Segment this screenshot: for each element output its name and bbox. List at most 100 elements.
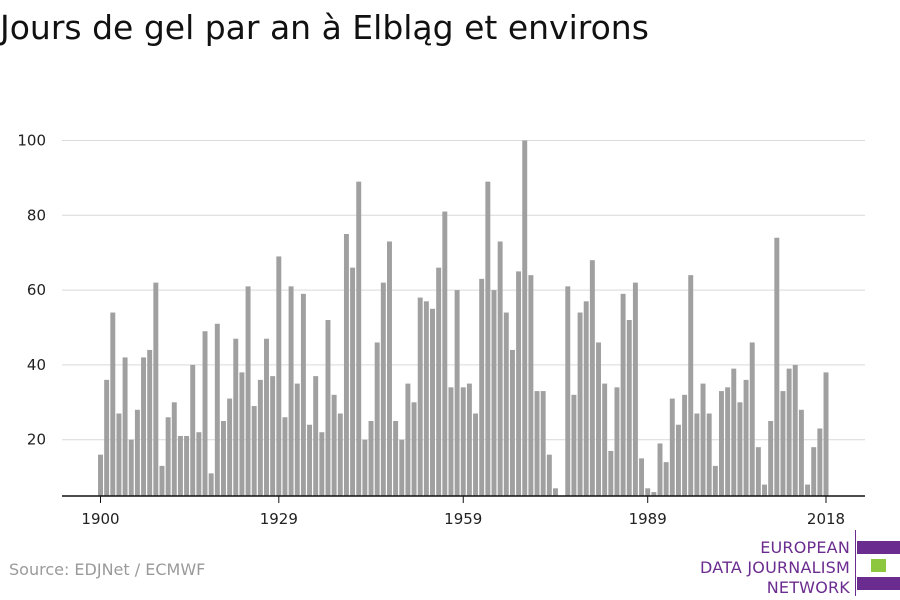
source-note: Source: EDJNet / ECMWF — [9, 560, 206, 579]
bar-1923 — [239, 372, 245, 496]
bar-1964 — [491, 290, 497, 496]
bar-1974 — [553, 488, 558, 496]
logo-line-2: DATA JOURNALISM — [700, 558, 850, 577]
edjnet-logo: EUROPEAN DATA JOURNALISM NETWORK — [680, 530, 900, 597]
bar-1955 — [436, 267, 442, 496]
y-tick-label: 20 — [27, 431, 46, 449]
bar-1926 — [257, 379, 263, 496]
bar-1962 — [479, 278, 485, 496]
bar-1913 — [177, 435, 183, 496]
bar-2018 — [823, 372, 829, 496]
bar-1950 — [405, 383, 411, 496]
bar-1903 — [116, 413, 122, 496]
bar-1954 — [430, 308, 435, 496]
bar-2006 — [749, 342, 755, 496]
bar-1925 — [251, 406, 257, 496]
bar-1998 — [700, 383, 706, 496]
bar-1915 — [190, 364, 196, 496]
bar-1961 — [473, 413, 479, 496]
bar-1921 — [227, 398, 233, 496]
bar-1997 — [694, 413, 700, 496]
bar-1928 — [270, 376, 276, 496]
bar-1924 — [245, 286, 251, 496]
bar-1908 — [147, 349, 153, 496]
bar-1932 — [294, 383, 300, 496]
bar-1945 — [374, 342, 380, 496]
bar-2014 — [798, 409, 804, 496]
bar-1986 — [626, 320, 632, 496]
bar-1944 — [368, 421, 374, 496]
bar-2011 — [780, 391, 786, 496]
bar-1929 — [276, 256, 282, 496]
bar-1910 — [159, 465, 165, 496]
logo-bar-purple-top — [857, 541, 900, 554]
x-tick-labels: 1900 1929 1959 1989 2018 — [81, 496, 845, 528]
bar-1958 — [454, 290, 460, 496]
bar-1942 — [356, 181, 362, 496]
bar-1940 — [343, 234, 349, 496]
bar-1982 — [602, 383, 608, 496]
bar-1939 — [337, 413, 343, 496]
bar-1979 — [583, 301, 589, 496]
bar-1917 — [202, 331, 208, 496]
bar-1909 — [153, 282, 159, 496]
bar-1902 — [110, 312, 116, 496]
gridlines — [62, 140, 865, 441]
x-tick-label: 1959 — [444, 510, 482, 528]
bar-1920 — [220, 421, 226, 496]
bar-1992 — [663, 462, 669, 496]
bars — [98, 140, 829, 497]
y-tick-labels: 20 40 60 80 100 — [17, 132, 46, 449]
y-tick-label: 100 — [17, 132, 46, 150]
bar-1996 — [688, 275, 694, 496]
bar-1911 — [165, 417, 171, 496]
bar-1919 — [214, 323, 220, 496]
bar-1988 — [639, 458, 645, 496]
bar-1943 — [362, 439, 368, 496]
bar-1936 — [319, 432, 325, 496]
bar-1907 — [141, 357, 147, 496]
bar-1922 — [233, 338, 239, 496]
bar-2004 — [737, 402, 743, 496]
bar-2001 — [719, 391, 724, 496]
logo-line-1: EUROPEAN — [760, 538, 850, 557]
bar-1931 — [288, 286, 294, 496]
bar-1984 — [614, 387, 620, 496]
bar-1968 — [516, 271, 522, 496]
bar-2015 — [805, 484, 811, 496]
bar-2005 — [743, 379, 749, 496]
bar-1990 — [651, 492, 657, 496]
y-tick-label: 40 — [27, 356, 46, 374]
bar-1985 — [620, 293, 626, 496]
bar-1948 — [393, 421, 399, 496]
bar-1967 — [509, 349, 515, 496]
bar-1906 — [134, 409, 140, 496]
logo-bar-green — [871, 559, 886, 572]
bar-2013 — [792, 364, 798, 496]
bar-2002 — [725, 387, 731, 496]
bar-1933 — [300, 293, 306, 496]
bar-2003 — [731, 368, 737, 496]
bar-2007 — [755, 447, 761, 496]
bar-2017 — [817, 428, 823, 496]
bar-1987 — [632, 282, 638, 496]
bar-1951 — [411, 402, 417, 496]
bar-1927 — [264, 338, 269, 496]
bar-1972 — [540, 391, 546, 496]
bar-1912 — [171, 402, 177, 496]
bar-1971 — [534, 391, 540, 496]
bar-1949 — [399, 439, 405, 496]
logo-divider — [855, 530, 856, 596]
x-tick-label: 1989 — [629, 510, 667, 528]
bar-1901 — [104, 379, 110, 496]
bar-1989 — [645, 488, 651, 496]
bar-2012 — [786, 368, 792, 496]
bar-1935 — [313, 376, 319, 496]
bar-1957 — [448, 387, 454, 496]
bar-1941 — [350, 267, 356, 496]
bar-1952 — [417, 297, 423, 496]
bar-1983 — [608, 450, 614, 496]
bar-1978 — [577, 312, 583, 496]
bar-1977 — [571, 394, 577, 496]
bar-1914 — [184, 435, 190, 496]
